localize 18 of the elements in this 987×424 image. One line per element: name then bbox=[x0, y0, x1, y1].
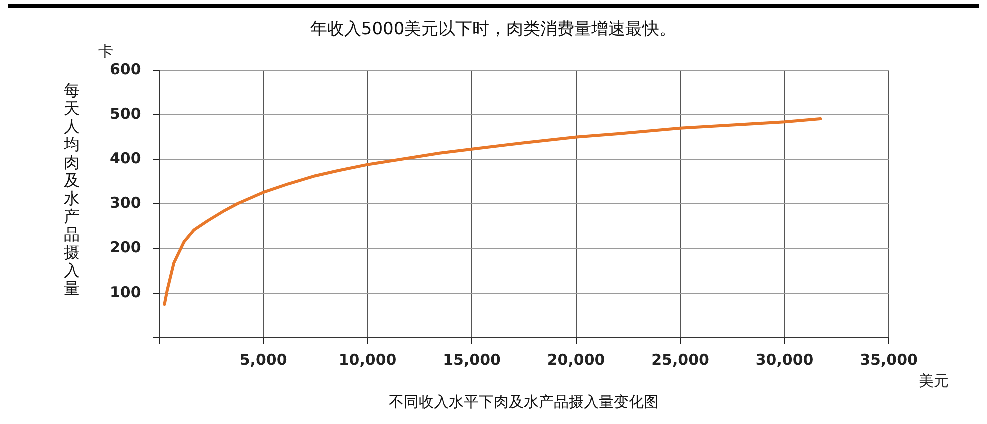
text: 每天人均肉及水产品摄入量 bbox=[64, 81, 80, 298]
x-tick-label: 10,000 bbox=[338, 350, 397, 369]
y-tick-label: 200 bbox=[110, 238, 142, 257]
x-tick-label: 35,000 bbox=[860, 350, 918, 369]
x-tick-label: 15,000 bbox=[443, 350, 501, 369]
y-tick-label: 100 bbox=[110, 283, 142, 302]
y-tick-label: 400 bbox=[110, 149, 142, 168]
x-tick-label: 30,000 bbox=[756, 350, 814, 369]
y-tick-label: 600 bbox=[110, 60, 142, 78]
x-axis-title: 不同收入水平下肉及水产品摄入量变化图 bbox=[389, 392, 660, 411]
x-tick-label: 20,000 bbox=[547, 350, 606, 369]
text: 卡 bbox=[98, 42, 114, 60]
x-tick-label: 5,000 bbox=[240, 350, 288, 369]
chart-title: 年收入5000美元以下时，肉类消费量增速最快。 bbox=[310, 20, 677, 40]
y-tick-label: 300 bbox=[110, 194, 142, 212]
y-tick-label: 500 bbox=[110, 104, 142, 123]
x-tick-label: 25,000 bbox=[652, 350, 710, 369]
text: 美元 bbox=[919, 372, 949, 390]
